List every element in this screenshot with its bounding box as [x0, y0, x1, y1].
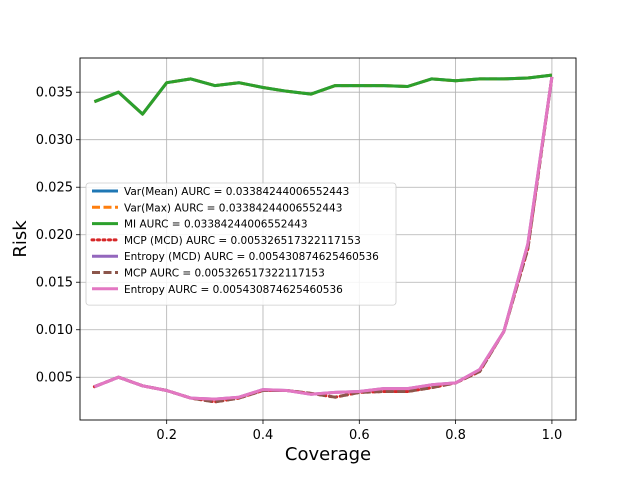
y-tick-label: 0.010	[36, 323, 73, 338]
series-line-7	[93, 76, 554, 401]
legend-label-4: MCP (MCD) AURC = 0.005326517322117153	[124, 235, 361, 247]
x-tick-label: 1.0	[542, 428, 563, 443]
series-line-3	[93, 73, 553, 116]
y-tick-label: 0.005	[36, 371, 73, 386]
legend-label-5: Entropy (MCD) AURC = 0.00543087462546053…	[124, 251, 379, 263]
legend-label-1: Var(Mean) AURC = 0.03384244006552443	[124, 186, 349, 198]
x-tick-label: 0.8	[445, 428, 466, 443]
y-tick-label: 0.025	[36, 181, 73, 196]
y-tick-label: 0.035	[36, 86, 73, 101]
legend-label-3: MI AURC = 0.03384244006552443	[124, 219, 308, 231]
x-axis-label: Coverage	[285, 444, 371, 465]
legend: Var(Mean) AURC = 0.03384244006552443 Var(…	[85, 182, 397, 306]
y-tick-label: 0.020	[36, 228, 73, 243]
y-tick-label: 0.015	[36, 276, 73, 291]
axis-ticks: 0.2 0.4 0.6 0.8 1.0 0.005 0.010 0.015 0.020 0.025…	[36, 86, 562, 443]
legend-box	[85, 182, 397, 306]
legend-label-2: Var(Max) AURC = 0.03384244006552443	[124, 202, 342, 214]
y-axis-label: Risk	[10, 220, 31, 258]
legend-label-7: Entropy AURC = 0.005430874625460536	[124, 284, 343, 296]
x-tick-label: 0.4	[253, 428, 274, 443]
x-tick-label: 0.2	[156, 428, 177, 443]
y-tick-label: 0.030	[36, 133, 73, 148]
x-tick-label: 0.6	[349, 428, 370, 443]
plot-area-frame	[79, 57, 577, 421]
plot-series	[92, 73, 554, 404]
legend-label-6: MCP AURC = 0.005326517322117153	[124, 268, 325, 280]
